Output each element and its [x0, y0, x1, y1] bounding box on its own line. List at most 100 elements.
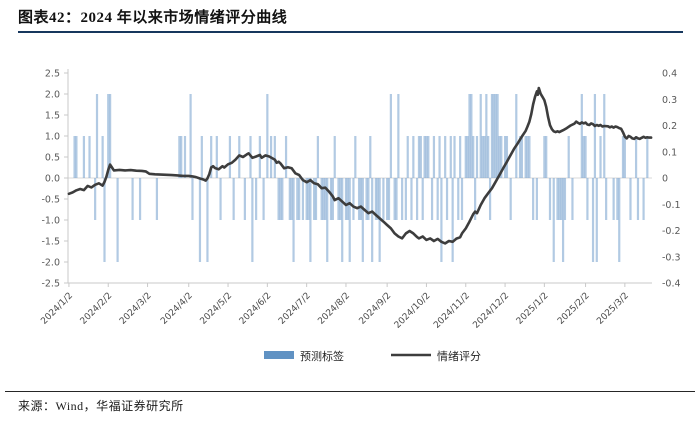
prediction-bar: [255, 178, 258, 220]
prediction-bar: [109, 94, 112, 178]
prediction-bar: [599, 136, 602, 178]
right-axis-labels: 0.4 0.3 0.2 0.1 0 -0.1 -0.2 -0.3 -0.4: [662, 69, 681, 290]
prediction-bar: [445, 178, 449, 220]
left-tick-label: 0.5: [45, 153, 60, 164]
prediction-bar: [382, 178, 385, 220]
prediction-bar: [487, 136, 490, 178]
prediction-bar: [357, 178, 361, 220]
legend-label-prediction: 预测标签: [300, 349, 344, 363]
prediction-bar: [483, 136, 486, 178]
prediction-bar: [215, 136, 218, 178]
prediction-bar: [532, 178, 535, 220]
prediction-bar: [404, 178, 407, 220]
prediction-bar: [618, 178, 621, 262]
prediction-bar: [191, 178, 194, 220]
prediction-bar: [642, 178, 645, 220]
prediction-bar: [560, 178, 563, 220]
prediction-bar: [401, 178, 404, 220]
prediction-bar: [548, 178, 552, 220]
right-tick-label: -0.1: [662, 200, 681, 211]
prediction-bar: [189, 94, 192, 178]
left-tick-label: 1.0: [45, 132, 60, 143]
prediction-bar: [520, 136, 524, 178]
prediction-bar: [395, 178, 398, 220]
prediction-bar: [367, 178, 370, 220]
prediction-bar: [475, 136, 479, 178]
prediction-bar: [232, 178, 235, 220]
right-tick-label: 0.1: [662, 147, 677, 158]
prediction-bar: [556, 178, 559, 220]
prediction-bar: [595, 178, 598, 262]
prediction-bar: [451, 178, 454, 262]
prediction-bar: [438, 136, 441, 178]
prediction-bar: [526, 136, 529, 178]
prediction-bar: [410, 178, 413, 220]
prediction-bar: [417, 136, 421, 178]
prediction-bar: [103, 178, 106, 262]
prediction-bar: [503, 136, 507, 178]
prediction-bar: [251, 178, 254, 262]
right-tick-label: -0.2: [662, 226, 681, 237]
prediction-bar: [305, 178, 308, 220]
prediction-bar: [524, 136, 527, 178]
prediction-bar: [543, 136, 546, 178]
prediction-bar: [354, 136, 357, 178]
prediction-bar: [279, 178, 282, 220]
prediction-bar: [623, 136, 626, 178]
prediction-bar: [567, 136, 570, 178]
prediction-bar: [571, 178, 574, 220]
prediction-bar: [73, 136, 76, 178]
prediction-bar: [262, 178, 265, 220]
prediction-bar: [210, 136, 213, 178]
left-tick-label: 2.0: [45, 90, 60, 101]
prediction-bar: [444, 136, 447, 178]
left-axis-labels: 2.5 2.0 1.5 1.0 0.5 0.0 -0.5 -1.0 -1.5 -2.0 -2.5: [41, 69, 60, 290]
title-underline: [18, 31, 683, 33]
axes: [64, 69, 652, 287]
x-tick-label: 2024/7/2: [277, 291, 313, 327]
left-tick-label: -1.0: [41, 216, 60, 227]
right-tick-label: 0.2: [662, 121, 677, 132]
prediction-bar: [485, 94, 488, 178]
right-tick-label: 0.4: [662, 69, 677, 80]
prediction-bar: [470, 94, 473, 178]
prediction-bar: [449, 136, 452, 178]
prediction-bar: [131, 178, 134, 220]
prediction-bar: [561, 178, 565, 262]
x-tick-label: 2024/9/2: [358, 291, 394, 327]
x-tick-label: 2024/11/2: [432, 291, 472, 331]
right-tick-label: -0.3: [662, 252, 681, 263]
x-tick-label: 2025/3/2: [595, 291, 631, 327]
prediction-bar: [457, 178, 460, 220]
right-tick-label: 0.3: [662, 95, 677, 106]
prediction-bar: [183, 136, 187, 178]
prediction-bar: [436, 178, 439, 220]
prediction-bar: [359, 178, 363, 220]
prediction-bar: [75, 136, 78, 178]
prediction-bar: [552, 178, 555, 262]
prediction-bar: [365, 178, 368, 220]
sentiment-combo-chart: 2.5 2.0 1.5 1.0 0.5 0.0 -0.5 -1.0 -1.5 -2.0 -2.5 0.…: [39, 69, 681, 364]
prediction-bar: [288, 178, 291, 220]
prediction-bar: [298, 178, 301, 220]
prediction-bar: [629, 178, 632, 220]
prediction-bar: [490, 94, 494, 178]
prediction-bar: [616, 178, 619, 220]
prediction-bar: [290, 178, 293, 220]
prediction-bar: [460, 178, 464, 220]
prediction-bar: [423, 136, 426, 178]
prediction-bar: [320, 178, 323, 220]
prediction-bar: [180, 136, 183, 178]
x-tick-label: 2025/1/2: [515, 291, 551, 327]
x-tick-label: 2024/10/2: [393, 291, 433, 331]
prediction-bar: [472, 136, 475, 178]
prediction-bar: [515, 94, 518, 178]
prediction-bar: [397, 94, 400, 178]
prediction-bar: [464, 136, 467, 178]
prediction-bar: [498, 136, 501, 178]
prediction-bar: [518, 136, 522, 178]
x-tick-label: 2024/3/2: [118, 291, 154, 327]
prediction-bar: [333, 136, 336, 178]
prediction-bar: [545, 136, 548, 178]
